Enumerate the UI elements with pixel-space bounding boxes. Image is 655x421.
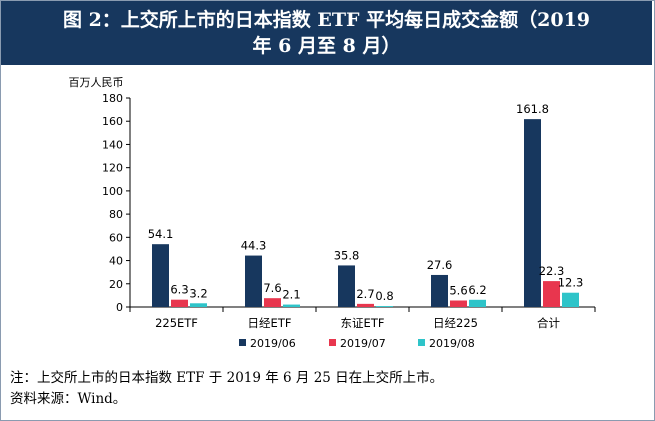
x-category-label: 225ETF xyxy=(155,316,198,330)
source-text: 资料来源：Wind。 xyxy=(10,391,127,407)
y-tick-label: 80 xyxy=(109,208,123,221)
bar xyxy=(245,255,262,307)
bar-chart: 百万人民币 0 20 40 60 80 100 120 140 160 180 225ETF 日经E… xyxy=(69,76,596,350)
bar xyxy=(469,299,486,307)
x-category-label: 日经225 xyxy=(433,316,478,330)
bar xyxy=(152,244,169,307)
legend: 2019/06 2019/07 2019/08 xyxy=(239,337,475,350)
legend-swatch xyxy=(418,339,425,346)
bar xyxy=(376,306,393,307)
y-tick-label: 160 xyxy=(102,115,123,128)
legend-swatch xyxy=(239,339,246,346)
x-category-label: 东证ETF xyxy=(341,316,385,330)
data-label: 5.6 xyxy=(449,283,467,297)
data-label: 0.8 xyxy=(375,289,393,303)
y-tick-label: 140 xyxy=(102,138,123,151)
chart-title: 图 2：上交所上市的日本指数 ETF 平均每日成交金额（2019 年 6 月至 … xyxy=(62,9,591,57)
data-label: 54.1 xyxy=(148,227,174,241)
data-label: 27.6 xyxy=(427,258,453,272)
data-label: 22.3 xyxy=(539,264,565,278)
y-axis-label: 百万人民币 xyxy=(69,76,124,89)
data-label: 35.8 xyxy=(334,248,360,262)
bar xyxy=(264,298,281,307)
bar xyxy=(190,303,207,307)
data-label: 12.3 xyxy=(558,276,584,290)
y-tick-label: 0 xyxy=(116,301,123,314)
y-axis: 0 20 40 60 80 100 120 140 160 180 xyxy=(102,92,131,314)
bar xyxy=(524,119,541,307)
figure-header: 图 2：上交所上市的日本指数 ETF 平均每日成交金额（2019 年 6 月至 … xyxy=(1,1,652,65)
data-label: 44.3 xyxy=(241,239,267,253)
x-category-label: 日经ETF xyxy=(248,316,292,330)
bar xyxy=(171,299,188,307)
footnotes: 注：上交所上市的日本指数 ETF 于 2019 年 6 月 25 日在上交所上市… xyxy=(10,368,443,410)
bars: 54.1 6.3 3.2 44.3 7.6 2.1 35.8 2.7 0.8 27.6 5.6 6.2… xyxy=(148,102,584,307)
x-axis: 225ETF 日经ETF 东证ETF 日经225 合计 xyxy=(129,306,596,330)
bar xyxy=(283,304,300,307)
legend-label: 2019/07 xyxy=(340,337,386,350)
y-tick-label: 180 xyxy=(102,92,123,105)
data-label: 7.6 xyxy=(263,281,281,295)
legend-label: 2019/08 xyxy=(429,337,475,350)
bar xyxy=(431,274,448,307)
data-label: 6.3 xyxy=(170,283,188,297)
data-label: 6.2 xyxy=(468,283,486,297)
data-label: 161.8 xyxy=(516,102,549,116)
bar xyxy=(357,303,374,307)
y-tick-label: 40 xyxy=(109,255,123,268)
data-label: 2.1 xyxy=(282,288,300,302)
legend-label: 2019/06 xyxy=(250,337,296,350)
bar xyxy=(338,265,355,307)
y-tick-label: 120 xyxy=(102,162,123,175)
data-label: 2.7 xyxy=(356,287,374,301)
y-tick-label: 20 xyxy=(109,278,123,291)
y-tick-label: 60 xyxy=(109,231,123,244)
y-tick-label: 100 xyxy=(102,185,123,198)
bar xyxy=(543,281,560,307)
x-category-label: 合计 xyxy=(537,316,560,330)
bar xyxy=(450,300,467,307)
bar xyxy=(562,292,579,307)
legend-swatch xyxy=(329,339,336,346)
data-label: 3.2 xyxy=(189,286,207,300)
note-text: 注：上交所上市的日本指数 ETF 于 2019 年 6 月 25 日在上交所上市… xyxy=(10,370,444,386)
